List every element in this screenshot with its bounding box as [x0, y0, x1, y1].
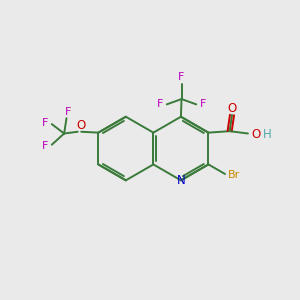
Text: O: O	[251, 128, 261, 141]
Text: N: N	[176, 174, 185, 187]
Text: F: F	[65, 107, 71, 117]
Text: F: F	[200, 99, 206, 110]
Text: O: O	[76, 119, 86, 132]
Text: F: F	[178, 72, 185, 82]
Text: F: F	[157, 99, 164, 110]
Text: H: H	[263, 128, 272, 141]
Text: O: O	[227, 102, 237, 115]
Text: F: F	[42, 141, 49, 151]
Text: F: F	[42, 118, 49, 128]
Text: Br: Br	[228, 170, 241, 181]
